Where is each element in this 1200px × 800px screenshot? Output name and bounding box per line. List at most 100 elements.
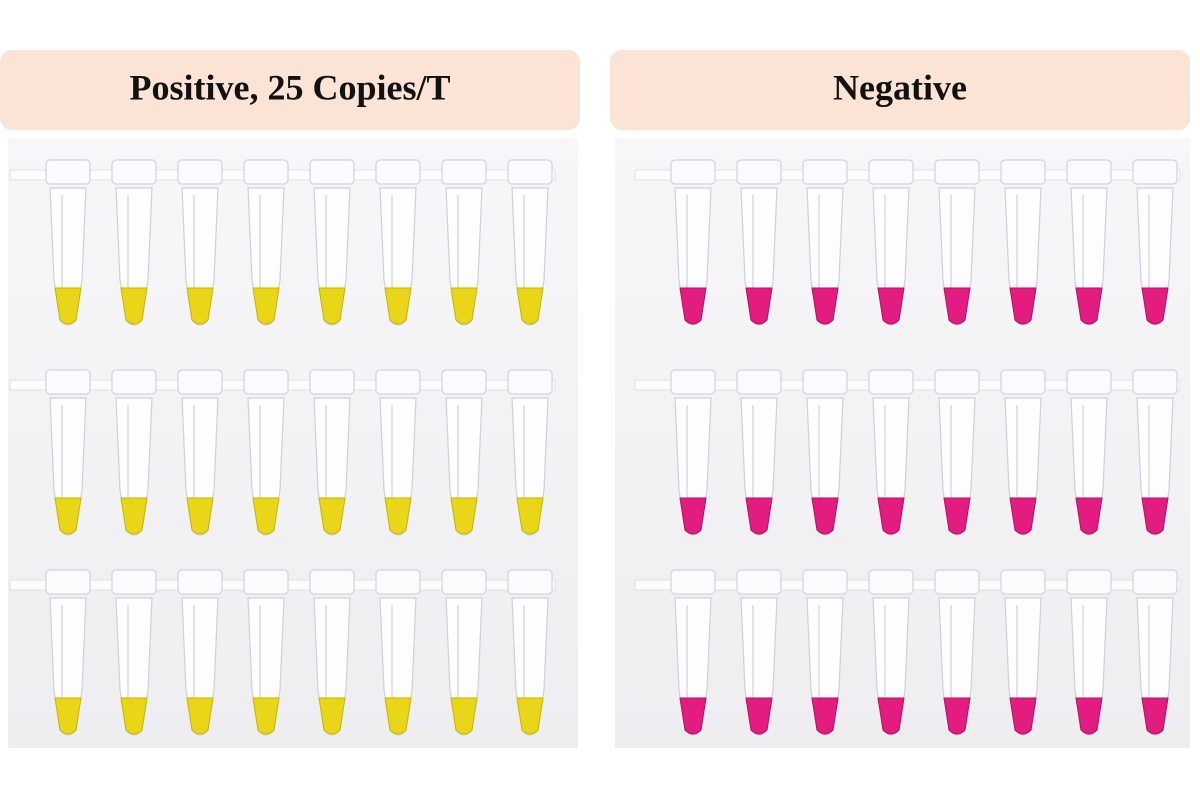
tube-liquid <box>186 497 214 535</box>
tube-cap <box>441 159 487 185</box>
tube-cap <box>1132 159 1178 185</box>
tube-cap <box>670 159 716 185</box>
tube-liquid <box>811 287 839 325</box>
tube-cap <box>111 569 157 595</box>
tube-cap <box>111 369 157 395</box>
tube-cap <box>441 569 487 595</box>
tube-cap <box>111 159 157 185</box>
panel-title: Positive, 25 Copies/T <box>130 67 451 107</box>
photo <box>8 138 578 748</box>
tube-cap <box>868 369 914 395</box>
tube-cap <box>1066 369 1112 395</box>
tube-liquid <box>120 497 148 535</box>
tube-cap <box>868 159 914 185</box>
tube-cap <box>1000 569 1046 595</box>
tube-cap <box>507 569 553 595</box>
tube-cap <box>177 569 223 595</box>
tube-cap <box>177 369 223 395</box>
header-box <box>0 50 580 130</box>
tube-liquid <box>877 497 905 535</box>
tube-cap <box>45 369 91 395</box>
tube-cap <box>736 569 782 595</box>
tube-liquid <box>186 697 214 735</box>
tube-cap <box>507 159 553 185</box>
tube-cap <box>934 369 980 395</box>
tube-liquid <box>252 497 280 535</box>
tube-cap <box>243 159 289 185</box>
tube-liquid <box>252 697 280 735</box>
tube-liquid <box>450 287 478 325</box>
tube-liquid <box>943 697 971 735</box>
tube-liquid <box>745 497 773 535</box>
tube-liquid <box>1075 287 1103 325</box>
tube-liquid <box>679 497 707 535</box>
tube-cap <box>375 369 421 395</box>
tube-cap <box>309 369 355 395</box>
tube-liquid <box>877 697 905 735</box>
tube-liquid <box>1141 697 1169 735</box>
tube-liquid <box>679 287 707 325</box>
tube-liquid <box>1009 287 1037 325</box>
tube-liquid <box>54 697 82 735</box>
tube-liquid <box>943 287 971 325</box>
tube-cap <box>375 159 421 185</box>
tube-liquid <box>1141 497 1169 535</box>
tube-cap <box>934 569 980 595</box>
tube-liquid <box>1009 497 1037 535</box>
tube-liquid <box>318 697 346 735</box>
tube-liquid <box>384 287 412 325</box>
tube-cap <box>802 159 848 185</box>
tube-cap <box>1000 159 1046 185</box>
tube-liquid <box>252 287 280 325</box>
tube-liquid <box>54 497 82 535</box>
tube-cap <box>736 369 782 395</box>
tube-liquid <box>318 497 346 535</box>
tube-liquid <box>384 697 412 735</box>
tube-liquid <box>120 287 148 325</box>
tube-liquid <box>186 287 214 325</box>
tube-cap <box>441 369 487 395</box>
tube-liquid <box>516 697 544 735</box>
tube-liquid <box>1075 697 1103 735</box>
tube-liquid <box>877 287 905 325</box>
tube-liquid <box>54 287 82 325</box>
tube-cap <box>736 159 782 185</box>
tube-liquid <box>384 497 412 535</box>
tube-cap <box>243 369 289 395</box>
tube-cap <box>1132 569 1178 595</box>
tube-liquid <box>745 697 773 735</box>
tube-cap <box>934 159 980 185</box>
tube-liquid <box>1141 287 1169 325</box>
tube-cap <box>802 569 848 595</box>
tube-liquid <box>1009 697 1037 735</box>
tube-liquid <box>516 497 544 535</box>
tube-liquid <box>450 497 478 535</box>
tube-cap <box>45 159 91 185</box>
tube-cap <box>45 569 91 595</box>
tube-cap <box>1066 159 1112 185</box>
tube-cap <box>309 159 355 185</box>
tube-cap <box>507 369 553 395</box>
tube-liquid <box>120 697 148 735</box>
tubes <box>9 159 1181 736</box>
tube-liquid <box>318 287 346 325</box>
tube-liquid <box>450 697 478 735</box>
tube-cap <box>1132 369 1178 395</box>
panel-title: Negative <box>833 67 967 107</box>
tube-liquid <box>811 697 839 735</box>
tube-liquid <box>1075 497 1103 535</box>
tube-cap <box>670 369 716 395</box>
tube-cap <box>309 569 355 595</box>
tube-cap <box>670 569 716 595</box>
tube-cap <box>375 569 421 595</box>
tube-cap <box>802 369 848 395</box>
tube-cap <box>243 569 289 595</box>
header-box <box>610 50 1190 130</box>
tube-liquid <box>811 497 839 535</box>
tube-liquid <box>679 697 707 735</box>
tube-cap <box>1000 369 1046 395</box>
tube-cap <box>177 159 223 185</box>
tube-cap <box>868 569 914 595</box>
